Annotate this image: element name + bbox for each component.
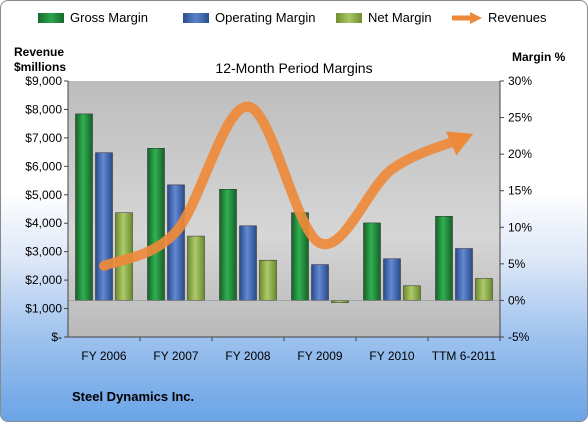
- left-tick-label: $1,000: [25, 302, 62, 316]
- legend-item-operating-margin: Operating Margin: [183, 10, 315, 25]
- x-tick-label: FY 2009: [297, 349, 342, 363]
- bar-net-margin: [259, 259, 277, 301]
- right-tick-label: -5%: [508, 330, 530, 344]
- left-axis-title-line2: $millions: [14, 60, 67, 74]
- legend-label-net-margin: Net Margin: [368, 10, 432, 25]
- left-tick-label: $5,000: [25, 188, 62, 202]
- x-tick-label: TTM 6-2011: [432, 349, 497, 363]
- bar-gross-margin: [219, 189, 237, 301]
- bar-gross-margin: [75, 113, 93, 301]
- right-tick-label: 5%: [508, 257, 526, 271]
- right-tick-label: 10%: [508, 220, 532, 234]
- right-axis-title: Margin %: [512, 50, 566, 64]
- bar-gross-margin: [435, 216, 453, 301]
- left-tick-label: $9,000: [25, 74, 62, 88]
- left-tick-label: $4,000: [25, 216, 62, 230]
- bar-net-margin: [331, 300, 349, 303]
- chart-title: 12-Month Period Margins: [215, 60, 373, 76]
- bar-operating-margin: [239, 225, 257, 301]
- bar-net-margin: [187, 235, 205, 301]
- company-name: Steel Dynamics Inc.: [72, 389, 195, 404]
- left-tick-label: $3,000: [25, 245, 62, 259]
- bar-operating-margin: [455, 248, 473, 301]
- right-tick-label: 25%: [508, 111, 532, 125]
- left-tick-label: $8,000: [25, 102, 62, 116]
- legend-item-gross-margin: Gross Margin: [38, 10, 148, 25]
- plot-area: [68, 81, 500, 337]
- x-tick-label: FY 2007: [153, 349, 198, 363]
- x-tick-label: FY 2008: [225, 349, 270, 363]
- bar-operating-margin: [383, 258, 401, 301]
- bar-operating-margin: [311, 264, 329, 301]
- left-axis-title-line1: Revenue: [14, 45, 65, 59]
- bar-net-margin: [403, 285, 421, 301]
- right-tick-label: 30%: [508, 74, 532, 88]
- revenues-arrowhead: [445, 131, 474, 156]
- left-tick-label: $6,000: [25, 159, 62, 173]
- left-axis-title: Revenue $millions: [14, 45, 66, 75]
- bar-net-margin: [475, 278, 493, 301]
- x-tick-label: FY 2006: [81, 349, 126, 363]
- bar-gross-margin: [363, 222, 381, 301]
- right-tick-label: 0%: [508, 293, 526, 307]
- x-tick-label: FY 2010: [369, 349, 414, 363]
- legend-swatch-gross-margin: [38, 12, 64, 23]
- right-tick-label: 15%: [508, 184, 532, 198]
- left-tick-label: $2,000: [25, 273, 62, 287]
- legend: Gross Margin Operating Margin Net Margin…: [0, 6, 588, 28]
- left-tick-label: $7,000: [25, 131, 62, 145]
- bar-gross-margin: [147, 148, 165, 301]
- legend-arrow-icon: [452, 11, 482, 24]
- legend-item-net-margin: Net Margin: [336, 10, 432, 25]
- legend-swatch-operating-margin: [183, 12, 209, 23]
- legend-swatch-net-margin: [336, 12, 362, 23]
- revenues-line: [99, 101, 469, 271]
- legend-label-operating-margin: Operating Margin: [215, 10, 316, 25]
- legend-item-revenues: Revenues: [450, 10, 547, 25]
- legend-label-gross-margin: Gross Margin: [70, 10, 149, 25]
- legend-label-revenues: Revenues: [488, 10, 547, 25]
- right-tick-label: 20%: [508, 147, 532, 161]
- left-tick-label: $-: [51, 330, 62, 344]
- bar-operating-margin: [95, 152, 113, 301]
